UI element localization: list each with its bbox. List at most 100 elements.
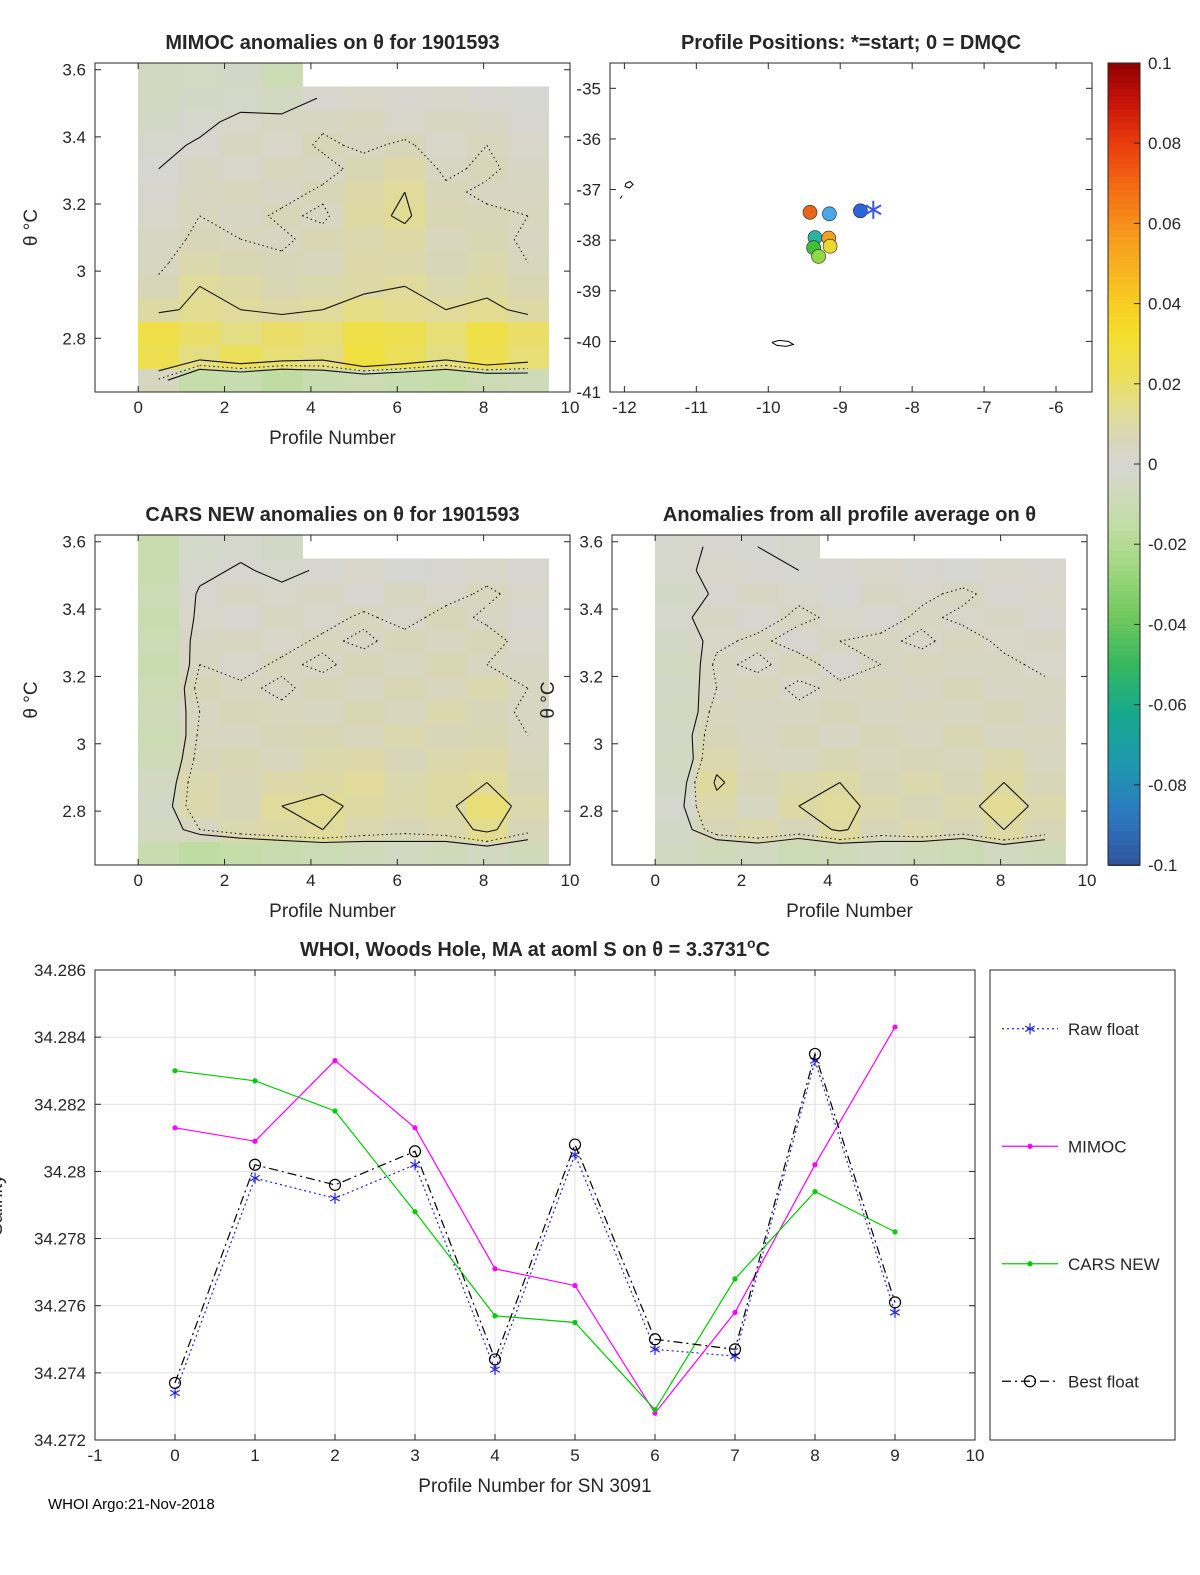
series-best-float-line [174, 1051, 896, 1384]
y-tick-label: 3.6 [579, 533, 603, 552]
y-tick-label: -35 [576, 79, 601, 98]
y-tick-label: 3.4 [62, 600, 86, 619]
contour-lines-dotted [185, 585, 529, 842]
panel-title: CARS NEW anomalies on θ for 1901593 [145, 504, 519, 526]
panel-salinity-lines: -1 0 1 2 3 4 5 6 7 8 9 10 34.272 34.274 34.276 34.278 34… [0, 935, 984, 1497]
asterisk-marker [649, 1343, 661, 1355]
heatmap-cells [138, 63, 550, 393]
legend-box [989, 969, 1176, 1441]
x-tick-label: 6 [393, 398, 402, 417]
profile-point [822, 238, 838, 254]
x-tick-label: 1 [250, 1446, 259, 1465]
legend-entry-raw-float: Raw float [1002, 1020, 1139, 1039]
panel-title: Anomalies from all profile average on θ [663, 504, 1036, 526]
x-tick-label: 3 [410, 1446, 419, 1465]
profile-point [811, 249, 826, 264]
contour-lines-solid [158, 97, 529, 381]
y-tick-label: 3 [594, 735, 603, 754]
y-tick-label: -38 [576, 231, 601, 250]
x-tick-label: 10 [966, 1446, 985, 1465]
heatmap-cells [655, 535, 1067, 866]
colorbar-tick-label: 0.02 [1148, 375, 1181, 394]
panel-cars-heatmap: 0 2 4 6 8 10 2.8 3 3.2 3.4 3.6 CARS NEW anomalies o… [21, 504, 579, 922]
x-tick-label: 0 [133, 871, 142, 890]
y-tick-label: 3.6 [62, 61, 86, 80]
x-tick-label: 0 [650, 871, 659, 890]
y-tick-label: -36 [576, 130, 601, 149]
legend-label: Best float [1068, 1372, 1139, 1391]
axis-ticks [94, 969, 976, 1441]
axes-frame [94, 534, 571, 866]
asterisk-marker [329, 1192, 341, 1204]
colorbar-tick-label: -0.04 [1148, 615, 1187, 634]
x-tick-label: -7 [977, 398, 992, 417]
axis-ticks [610, 63, 1092, 393]
colorbar: 0.1 0.08 0.06 0.04 0.02 0 -0.02 -0.04 -0.06 -0.08… [1107, 54, 1187, 875]
series-raw-float-line [174, 1058, 896, 1394]
axes-frame [611, 534, 1088, 866]
y-tick-label: 3.4 [62, 128, 86, 147]
legend: Raw float MIMOC CARS NEW Best float [989, 969, 1176, 1441]
x-tick-label: -8 [905, 398, 920, 417]
asterisk-marker [249, 1172, 261, 1184]
panel-profile-map: -12 -11 -10 -9 -8 -7 -6 -35 -36 -37 -38 -39 -40 -41 Pr… [576, 32, 1093, 417]
grid-lines [94, 969, 976, 1441]
x-tick-label: 4 [823, 871, 832, 890]
legend-label: Raw float [1068, 1020, 1139, 1039]
y-tick-label: 3 [77, 735, 86, 754]
x-tick-label: -11 [685, 398, 708, 417]
x-tick-label: 8 [479, 871, 488, 890]
asterisk-marker [1024, 1023, 1036, 1035]
y-tick-label: 3.2 [579, 667, 603, 686]
x-tick-label: 6 [650, 1446, 659, 1465]
asterisk-marker [889, 1306, 901, 1318]
y-tick-label: -39 [576, 282, 601, 301]
colorbar-tick-label: 0.06 [1148, 214, 1181, 233]
colorbar-tick-label: -0.1 [1148, 856, 1177, 875]
y-axis-label: θ °C [21, 681, 42, 718]
y-axis-label: θ °C [538, 681, 559, 718]
series-cars-new-markers [172, 1068, 898, 1413]
legend-entry-cars-new: CARS NEW [1002, 1255, 1160, 1274]
legend-label: CARS NEW [1068, 1255, 1160, 1274]
panel-title: Profile Positions: *=start; 0 = DMQC [681, 32, 1021, 54]
x-tick-label: 8 [810, 1446, 819, 1465]
series-mimoc-line [174, 1026, 896, 1415]
colorbar-tick-label: -0.02 [1148, 535, 1187, 554]
x-tick-label: 2 [220, 398, 229, 417]
y-tick-label: 34.284 [34, 1028, 86, 1047]
y-tick-label: 3.4 [579, 600, 603, 619]
y-tick-label: -40 [576, 332, 601, 351]
asterisk-marker [169, 1387, 181, 1399]
panel-title: MIMOC anomalies on θ for 1901593 [165, 32, 499, 54]
axes-frame [94, 969, 976, 1441]
y-tick-label: -37 [576, 181, 601, 200]
y-tick-label: -41 [576, 383, 601, 402]
footer-datestamp: WHOI Argo:21-Nov-2018 [48, 1496, 215, 1513]
x-tick-label: -10 [756, 398, 781, 417]
x-tick-label: 2 [330, 1446, 339, 1465]
colorbar-tick-labels: 0.1 0.08 0.06 0.04 0.02 0 -0.02 -0.04 -0.06 -0.08… [1148, 54, 1187, 875]
y-tick-label: 3 [77, 262, 86, 281]
x-tick-label: 5 [570, 1446, 579, 1465]
x-tick-label: 8 [479, 398, 488, 417]
y-tick-label: 34.276 [34, 1297, 86, 1316]
heatmap-cells [138, 535, 550, 866]
x-tick-label: 7 [730, 1446, 739, 1465]
asterisk-marker [809, 1055, 821, 1067]
colorbar-tick-label: 0.1 [1148, 54, 1172, 73]
colorbar-tick-label: 0.04 [1148, 295, 1181, 314]
y-axis-label: Salinity [0, 1174, 7, 1236]
x-tick-label: 2 [737, 871, 746, 890]
asterisk-marker [489, 1364, 501, 1375]
y-tick-label: 34.282 [34, 1095, 86, 1114]
x-tick-label: 6 [393, 871, 402, 890]
x-tick-label: -6 [1048, 398, 1063, 417]
colorbar-tick-label: 0.08 [1148, 134, 1181, 153]
y-axis-label: θ °C [21, 209, 42, 246]
axis-ticks [95, 535, 571, 865]
legend-label: MIMOC [1068, 1137, 1127, 1156]
y-tick-label: 34.274 [34, 1364, 86, 1383]
colorbar-gradient [1108, 63, 1140, 866]
